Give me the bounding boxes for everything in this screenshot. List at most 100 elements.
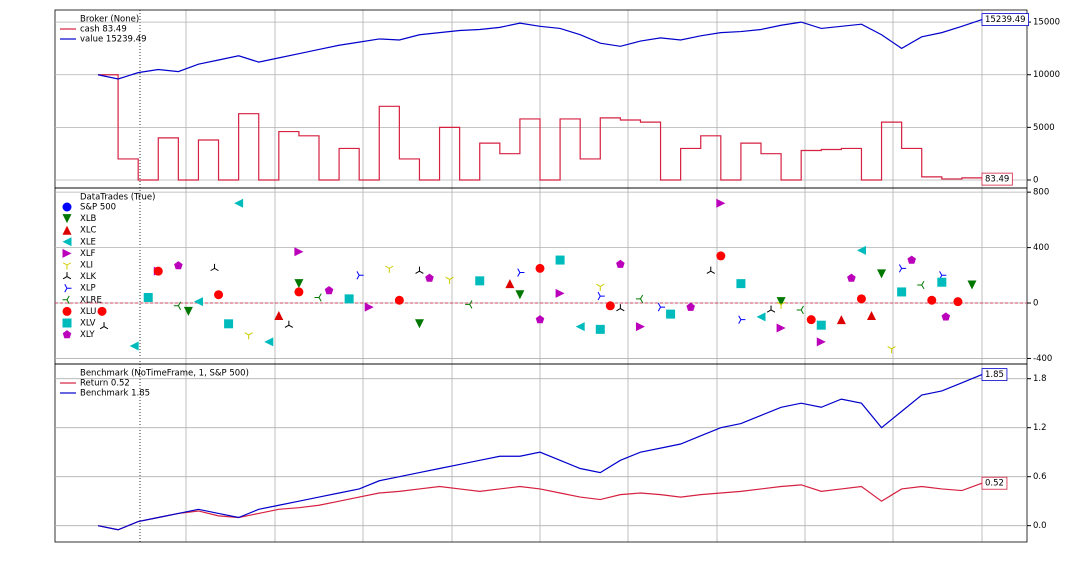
y-tick-label: 5000	[1033, 123, 1055, 133]
trade-marker	[776, 323, 786, 333]
trade-marker	[635, 322, 645, 332]
legend-label: XLRE	[80, 295, 102, 305]
legend-marker	[62, 248, 72, 258]
trade-marker	[314, 293, 322, 302]
trade-marker	[596, 283, 605, 291]
trade-marker	[515, 290, 525, 300]
legend-title: Benchmark (NoTimeFrame, 1, S&P 500)	[80, 369, 249, 379]
trade-marker	[716, 198, 726, 208]
trade-marker	[143, 292, 153, 302]
trade-marker	[776, 301, 786, 309]
trade-marker	[294, 287, 304, 297]
y-tick-label: 10000	[1033, 70, 1060, 80]
legend-label: cash 83.49	[80, 25, 127, 35]
series-line	[98, 74, 983, 181]
trade-marker	[816, 320, 826, 330]
trade-marker	[836, 315, 846, 325]
trade-marker	[847, 273, 856, 282]
trade-marker	[706, 266, 715, 274]
trade-marker	[756, 312, 766, 322]
legend-title: Broker (None)	[80, 15, 139, 25]
legend-label: value 15239.49	[80, 35, 146, 45]
legend-label: S&P 500	[80, 203, 116, 213]
y-tick-label: -400	[1033, 354, 1052, 364]
trade-marker	[465, 300, 473, 309]
trade-marker	[555, 255, 565, 265]
legend-marker	[64, 284, 72, 293]
trade-marker	[294, 247, 304, 257]
trade-marker	[294, 279, 304, 289]
legend-label: XLV	[80, 319, 96, 329]
last-value-box	[981, 476, 1008, 490]
legend-label: XLP	[80, 284, 96, 294]
y-tick-label: 0	[1033, 176, 1038, 186]
trade-marker	[394, 295, 404, 305]
legend-marker	[62, 262, 72, 270]
legend-marker	[62, 318, 72, 328]
y-tick-label: 0.0	[1033, 521, 1047, 531]
trade-marker	[686, 302, 695, 311]
legend-label: XLK	[80, 272, 97, 282]
trade-marker	[867, 310, 876, 320]
legend-marker	[62, 202, 72, 212]
last-value-box	[981, 368, 1008, 382]
legend-label: XLE	[80, 237, 96, 247]
trade-marker	[173, 301, 182, 310]
trade-marker	[129, 341, 139, 351]
trade-marker	[505, 279, 515, 289]
trade-marker	[856, 245, 866, 255]
last-value-label: 0.52	[985, 479, 1004, 489]
legend-marker	[62, 306, 72, 316]
legend-label: XLF	[80, 249, 96, 259]
trade-marker	[415, 266, 424, 274]
legend-label: XLB	[80, 214, 97, 224]
trade-marker	[796, 305, 804, 315]
trade-marker	[284, 320, 294, 328]
trade-marker	[425, 273, 434, 282]
last-value-label: 83.49	[985, 175, 1009, 185]
trade-marker	[736, 279, 746, 289]
legend-label: XLC	[80, 226, 97, 236]
trade-marker	[517, 268, 525, 277]
trade-marker	[766, 305, 776, 313]
trade-marker	[937, 277, 947, 287]
trade-marker	[595, 324, 605, 334]
trade-marker	[324, 286, 334, 295]
y-tick-label: 0.6	[1033, 472, 1047, 482]
legend-label: XLU	[80, 307, 96, 317]
series-line	[97, 482, 983, 531]
last-value-box	[981, 13, 1029, 26]
trade-marker	[356, 271, 364, 280]
trade-marker	[917, 280, 925, 290]
legend-title: DataTrades (True)	[80, 193, 155, 203]
trade-marker	[575, 322, 585, 332]
trade-marker	[274, 310, 284, 320]
trade-marker	[716, 251, 726, 261]
trade-marker	[174, 261, 183, 270]
trade-marker	[806, 315, 816, 325]
trade-marker	[475, 276, 485, 286]
series-line	[97, 19, 983, 80]
trade-marker	[897, 287, 907, 297]
trade-marker	[99, 322, 109, 330]
vertical-grid	[139, 10, 983, 542]
trade-marker	[941, 312, 951, 321]
trade-marker	[856, 294, 866, 304]
trade-marker	[193, 297, 203, 307]
legend-marker	[62, 272, 72, 280]
y-tick-label: 1.8	[1033, 374, 1047, 384]
last-value-label: 1.85	[985, 370, 1004, 380]
panel-frame	[54, 363, 1028, 543]
trade-marker	[153, 266, 163, 276]
trade-marker	[97, 306, 107, 316]
last-value-box	[981, 172, 1013, 186]
series-line	[97, 374, 983, 531]
legend-label: Return 0.52	[80, 379, 130, 389]
trade-marker	[244, 332, 253, 340]
legend-marker	[62, 295, 70, 304]
trade-marker	[535, 263, 545, 273]
trade-marker	[877, 269, 887, 279]
last-value-label: 15239.49	[985, 15, 1026, 25]
trade-marker	[344, 294, 354, 304]
legend-marker	[62, 225, 72, 235]
